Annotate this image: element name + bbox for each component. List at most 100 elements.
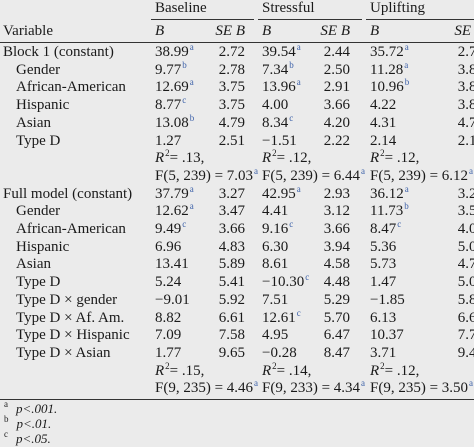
- variable-label: Type D × Hispanic: [16, 327, 130, 344]
- coefficient: 12.62a: [155, 201, 194, 221]
- b-value: 9.77: [155, 61, 182, 78]
- b-value: 5.36: [370, 238, 397, 255]
- footnote: a p<.001.: [3, 399, 58, 418]
- r-exponent: 2: [380, 360, 385, 371]
- se-value: 2.44: [323, 44, 350, 60]
- rule-line: [0, 399, 474, 400]
- se-value: 7.58: [218, 327, 245, 344]
- f-statistic: F(5, 239) = 6.44a: [262, 166, 365, 186]
- significance-mark: a: [296, 77, 301, 88]
- b-value: 10.37: [370, 327, 404, 344]
- b-value: −1.51: [262, 132, 297, 149]
- se-value: 6.61: [218, 309, 245, 326]
- variable-label: Asian: [16, 256, 51, 273]
- significance-mark: c: [296, 307, 301, 318]
- variable-label: Gender: [16, 203, 61, 220]
- significance-mark: a: [296, 183, 301, 194]
- significance-mark: a: [469, 165, 474, 176]
- b-value: 39.54: [262, 44, 296, 60]
- b-value: 5.73: [370, 256, 397, 273]
- se-value: 4.83: [218, 238, 245, 255]
- coefficient: 7.34b: [262, 60, 294, 80]
- coefficient: 35.72a: [370, 42, 409, 62]
- b-value: 9.16: [262, 221, 289, 237]
- b-value: 4.41: [262, 203, 289, 220]
- coefficient: −10.30c: [262, 272, 309, 292]
- r-value: = .13,: [169, 150, 205, 167]
- b-value: 8.61: [262, 256, 289, 273]
- significance-mark: a: [404, 59, 409, 70]
- footnote-text: p<.001.: [16, 401, 58, 416]
- variable-label: African-American: [16, 221, 126, 237]
- coefficient: 2.14: [370, 133, 396, 150]
- variable-label: Type D × Asian: [16, 344, 111, 361]
- significance-mark: a: [404, 42, 409, 52]
- b-value: 37.79: [155, 185, 189, 202]
- coefficient: 6.96: [155, 239, 181, 256]
- significance-mark: b: [182, 59, 187, 70]
- coefficient: 13.96a: [262, 77, 301, 97]
- significance-mark: a: [189, 77, 194, 88]
- f-statistic: F(9, 233) = 4.34a: [262, 378, 365, 398]
- se-value: 6.47: [323, 327, 350, 344]
- coefficient: 4.95: [262, 327, 288, 344]
- se-value: 7.72: [457, 327, 474, 344]
- column-header: SE B: [320, 23, 350, 39]
- footnote-text: p<.05.: [16, 431, 51, 446]
- column-header: Variable: [3, 23, 53, 39]
- coefficient: 6.13: [370, 310, 396, 327]
- se-value: 2.72: [218, 44, 245, 60]
- r-symbol: R: [370, 150, 380, 167]
- variable-label: Type D × Af. Am.: [16, 309, 125, 326]
- coefficient: 12.69a: [155, 77, 194, 97]
- r-squared: R2= .15,: [155, 360, 205, 381]
- r-exponent: 2: [165, 148, 170, 159]
- se-value: 2.22: [323, 132, 350, 149]
- r-value: = .12,: [384, 150, 420, 167]
- b-value: −9.01: [155, 291, 190, 308]
- r-exponent: 2: [165, 360, 170, 371]
- coefficient: 38.99a: [155, 42, 194, 62]
- significance-mark: a: [189, 42, 194, 52]
- b-value: 38.99: [155, 44, 189, 60]
- b-value: 8.82: [155, 309, 182, 326]
- b-value: 12.69: [155, 79, 189, 96]
- b-value: 12.62: [155, 203, 189, 220]
- se-value: 2.15: [457, 132, 474, 149]
- block-label: Full model (constant): [3, 185, 133, 202]
- r-symbol: R: [370, 362, 380, 379]
- se-value: 2.91: [323, 79, 350, 96]
- coefficient: 4.41: [262, 203, 288, 220]
- r-value: = .15,: [169, 362, 205, 379]
- r-exponent: 2: [380, 148, 385, 159]
- f-statistic: F(9, 235) = 4.46a: [155, 378, 259, 398]
- significance-mark: a: [254, 165, 259, 176]
- b-value: 13.96: [262, 79, 296, 96]
- f-statistic: F(9, 235) = 3.50a: [370, 378, 473, 398]
- coefficient: 42.95a: [262, 183, 301, 204]
- se-value: 3.75: [218, 97, 245, 114]
- rule-line: [151, 19, 254, 20]
- se-value: 4.75: [457, 114, 474, 131]
- r-exponent: 2: [272, 360, 277, 371]
- significance-mark: a: [404, 183, 409, 194]
- coefficient: 12.61c: [262, 307, 301, 328]
- footnote-text: p<.01.: [16, 416, 52, 431]
- column-header: B: [370, 23, 380, 39]
- significance-mark: c: [182, 219, 187, 229]
- significance-mark: c: [397, 219, 402, 229]
- coefficient: 9.49c: [155, 219, 187, 239]
- significance-mark: a: [189, 201, 194, 212]
- b-value: 6.30: [262, 238, 289, 255]
- se-value: 5.05: [457, 238, 474, 255]
- coefficient: 7.51: [262, 292, 288, 309]
- footnote-mark: a: [4, 399, 8, 409]
- significance-mark: a: [254, 378, 259, 389]
- significance-mark: a: [189, 183, 194, 194]
- column-header: SE B: [454, 23, 474, 39]
- b-value: 13.08: [155, 114, 189, 131]
- coefficient: 9.16c: [262, 219, 293, 239]
- se-value: 5.29: [323, 291, 350, 308]
- footnote: c p<.05.: [3, 429, 51, 447]
- coefficient: 10.96b: [370, 77, 409, 97]
